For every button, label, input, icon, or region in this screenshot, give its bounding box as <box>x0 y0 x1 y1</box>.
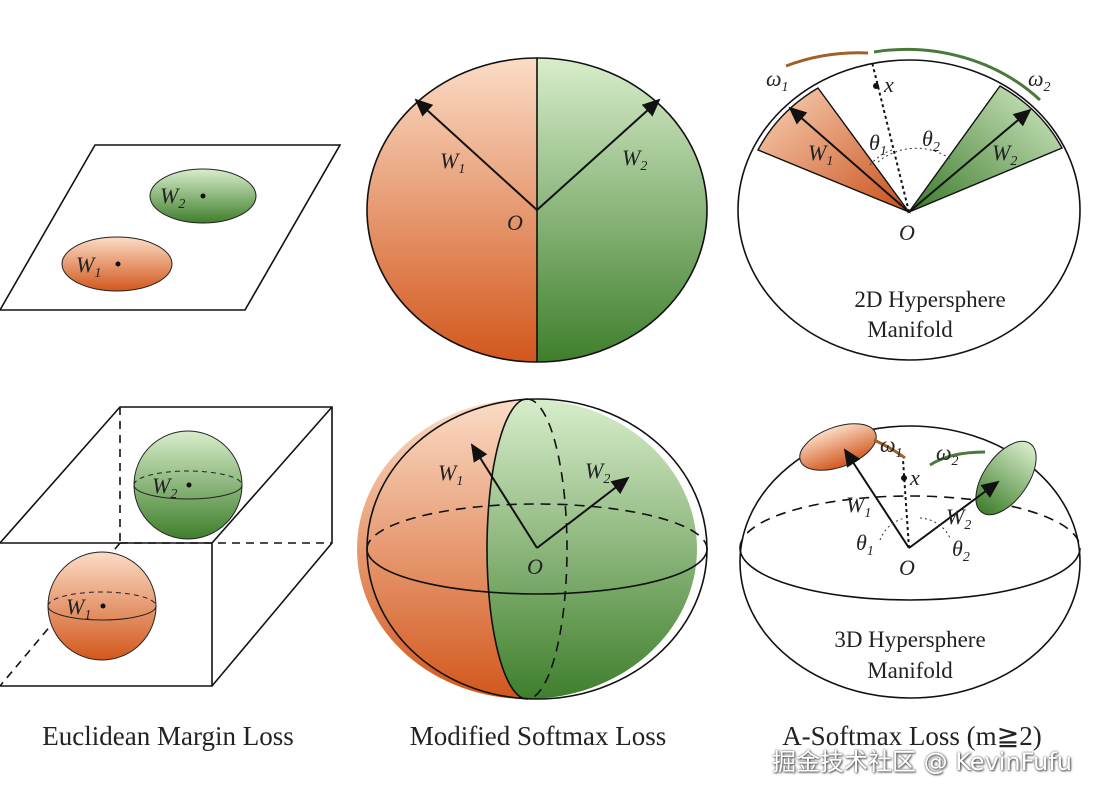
svg-text:W1: W1 <box>438 460 463 489</box>
class2-cap <box>975 440 1037 516</box>
svg-text:W2: W2 <box>160 183 185 212</box>
svg-text:ω2: ω2 <box>1028 66 1051 95</box>
svg-text:W1: W1 <box>808 140 833 169</box>
svg-text:W1: W1 <box>846 492 871 521</box>
svg-text:x: x <box>883 72 894 97</box>
modified-softmax-3d-sphere: W1 W2 O <box>357 398 708 700</box>
svg-text:W1: W1 <box>76 252 101 281</box>
w2-vector <box>536 98 661 211</box>
svg-text:θ2: θ2 <box>952 536 970 565</box>
class2-sphere: W2 <box>133 430 243 540</box>
caption-a-softmax: A-Softmax Loss (m≧2) <box>782 721 1042 751</box>
svg-text:θ1: θ1 <box>869 130 887 159</box>
svg-text:O: O <box>527 554 543 579</box>
watermark: 掘金技术社区 @ KevinFufu <box>772 748 1073 776</box>
a-softmax-3d-hypersphere: ω1 ω2 x W1 W2 θ1 θ2 O 3D Hypersphere Man… <box>739 423 1081 699</box>
svg-text:W2: W2 <box>152 473 177 502</box>
svg-text:2D Hypersphere: 2D Hypersphere <box>854 287 1005 312</box>
caption-modified-softmax: Modified Softmax Loss <box>410 721 667 751</box>
svg-text:W1: W1 <box>66 594 91 623</box>
svg-text:O: O <box>899 555 915 580</box>
a-softmax-2d-hypersphere: ω1 ω2 x W1 W2 θ1 θ2 O 2D Hypersphere Man… <box>737 47 1081 361</box>
svg-text:ω1: ω1 <box>880 432 903 461</box>
svg-text:O: O <box>899 220 915 245</box>
svg-text:W2: W2 <box>585 458 610 487</box>
svg-text:W2: W2 <box>992 140 1017 169</box>
class1-sphere: W1 <box>47 551 157 661</box>
class1-cap <box>799 423 877 471</box>
modified-softmax-2d-circle: W1 W2 O <box>366 57 708 363</box>
caption-euclidean: Euclidean Margin Loss <box>42 721 293 751</box>
svg-text:Manifold: Manifold <box>867 658 953 683</box>
w1-vector <box>414 98 538 211</box>
svg-text:ω1: ω1 <box>766 66 789 95</box>
euclidean-2d-plane: W2 W1 <box>0 144 342 311</box>
svg-text:θ2: θ2 <box>922 126 940 155</box>
svg-text:Manifold: Manifold <box>867 317 953 342</box>
svg-text:ω2: ω2 <box>936 440 959 469</box>
euclidean-3d-box <box>0 406 333 687</box>
svg-text:3D Hypersphere: 3D Hypersphere <box>834 627 985 652</box>
svg-text:x: x <box>909 465 920 490</box>
svg-text:θ1: θ1 <box>856 530 874 559</box>
svg-text:W1: W1 <box>440 148 465 177</box>
svg-text:O: O <box>507 210 523 235</box>
svg-text:W2: W2 <box>622 145 647 174</box>
svg-text:W2: W2 <box>946 504 971 533</box>
